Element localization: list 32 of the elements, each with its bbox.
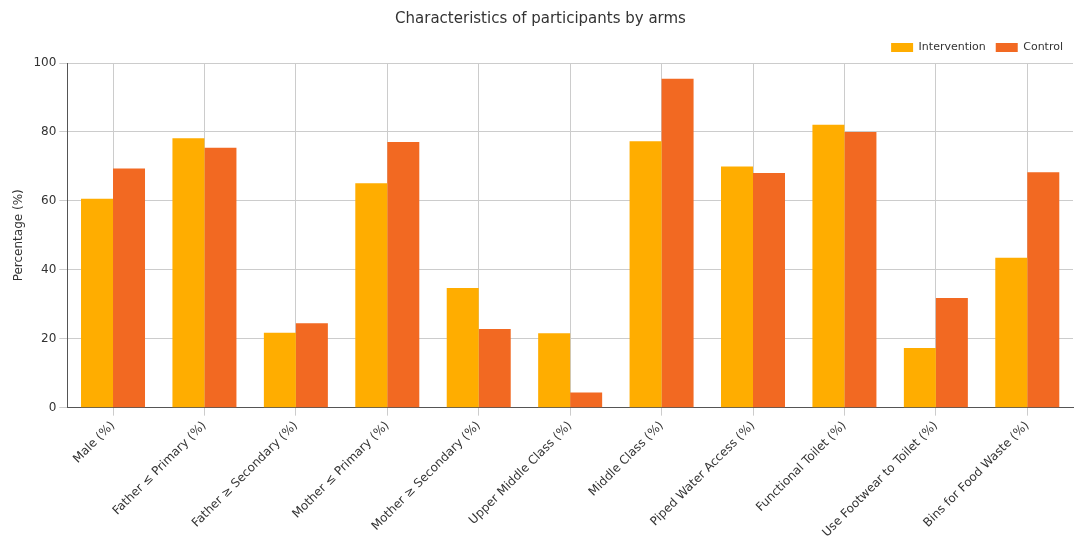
bar [570, 392, 603, 408]
y-tick-label: 20 [41, 330, 57, 345]
bar [844, 131, 877, 408]
bar [903, 348, 936, 408]
legend-label: Control [1023, 40, 1063, 54]
bar [263, 332, 296, 408]
bar [812, 124, 845, 408]
y-tick-label: 0 [48, 399, 57, 414]
bar [935, 298, 968, 408]
bar [538, 333, 571, 408]
bar [355, 183, 388, 408]
bar [446, 288, 479, 408]
legend-label: Intervention [918, 40, 986, 54]
bar [295, 323, 328, 408]
bar [478, 329, 511, 408]
bar [204, 147, 237, 408]
chart-title: Characteristics of participants by arms [395, 8, 687, 27]
bar [753, 172, 786, 408]
y-tick-label: 40 [41, 261, 57, 276]
bar [995, 257, 1028, 408]
bar [629, 141, 662, 408]
y-tick-label: 80 [41, 124, 57, 139]
bar [721, 166, 754, 408]
y-tick-label: 100 [33, 55, 57, 70]
y-tick-label: 60 [41, 192, 57, 207]
bar [1027, 172, 1060, 408]
bar [81, 198, 114, 408]
bar [661, 78, 694, 408]
bar [387, 141, 420, 408]
bar [172, 138, 205, 408]
bar [113, 168, 146, 408]
y-axis-title: Percentage (%) [11, 189, 26, 282]
